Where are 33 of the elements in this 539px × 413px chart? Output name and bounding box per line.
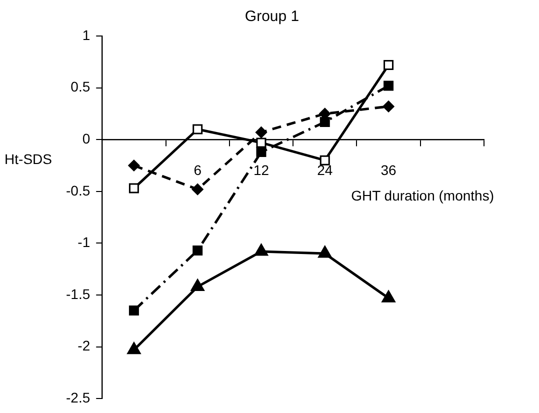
x-tick-label: 36 [380, 162, 397, 178]
point [128, 183, 139, 194]
point [190, 278, 204, 291]
point [192, 245, 203, 256]
point [382, 100, 394, 112]
y-tick-label: -2.5 [66, 389, 90, 406]
x-tick-label: 6 [194, 162, 202, 178]
point [320, 116, 330, 127]
point [192, 184, 204, 196]
point [127, 342, 141, 354]
y-tick-label: -1 [78, 234, 90, 250]
y-tick-label: -1.5 [66, 286, 90, 302]
point [382, 290, 396, 302]
x-tick-label: 24 [317, 162, 333, 178]
x-axis-title: GHT duration (months) [351, 187, 494, 204]
y-tick-label: 0 [82, 130, 90, 146]
point [254, 244, 268, 256]
point [318, 246, 332, 258]
point [255, 126, 267, 138]
point [320, 155, 330, 166]
point [384, 60, 394, 70]
x-tick-label: 12 [253, 162, 270, 178]
point [256, 138, 266, 148]
point [384, 80, 394, 91]
point [128, 160, 140, 172]
point [256, 147, 266, 158]
y-tick-label: 0.5 [70, 78, 90, 95]
y-tick-label: -0.5 [66, 182, 90, 198]
point [192, 124, 203, 134]
y-tick-label: -2 [78, 338, 90, 354]
chart-title: Group 1 [244, 8, 300, 26]
y-tick-label: 1 [82, 26, 90, 43]
y-axis-title: Ht-SDS [4, 151, 52, 168]
